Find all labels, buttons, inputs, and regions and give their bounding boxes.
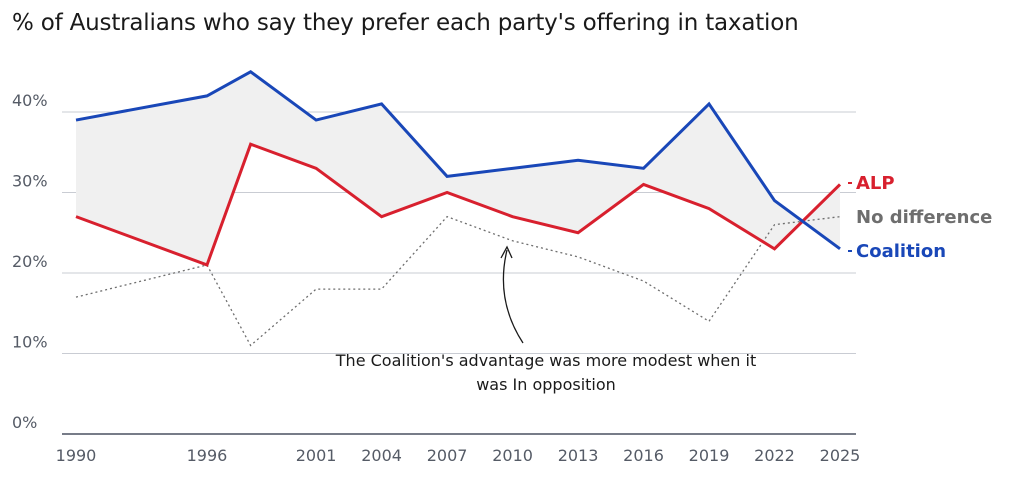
x-tick-label: 2007 bbox=[427, 446, 468, 465]
series-label-no-difference: No difference bbox=[856, 207, 992, 228]
chart-title: % of Australians who say they prefer eac… bbox=[12, 10, 799, 36]
shaded-gap-area bbox=[76, 71, 840, 265]
annotation-line-1: The Coalition's advantage was more modes… bbox=[335, 351, 756, 370]
series-labels: ALP No difference Coalition bbox=[848, 173, 992, 262]
y-tick-label: 0% bbox=[12, 413, 37, 432]
series-line-alp bbox=[75, 142, 842, 267]
x-tick-label: 1990 bbox=[56, 446, 97, 465]
series-lines bbox=[75, 69, 842, 347]
x-tick-label: 2010 bbox=[492, 446, 533, 465]
annotation: The Coalition's advantage was more modes… bbox=[335, 245, 756, 394]
annotation-arrow bbox=[502, 249, 524, 344]
annotation-arrowhead bbox=[500, 245, 513, 259]
annotation-line-2: was In opposition bbox=[476, 375, 616, 394]
y-tick-label: 10% bbox=[12, 333, 48, 352]
x-tick-label: 2022 bbox=[754, 446, 795, 465]
x-tick-label: 2004 bbox=[361, 446, 402, 465]
y-tick-label: 20% bbox=[12, 252, 48, 271]
x-tick-label: 2001 bbox=[296, 446, 337, 465]
gap-shading bbox=[76, 71, 840, 265]
x-tick-label: 1996 bbox=[187, 446, 228, 465]
series-label-coalition: Coalition bbox=[856, 241, 946, 262]
series-label-alp: ALP bbox=[856, 173, 895, 194]
series-line-no-difference bbox=[75, 215, 841, 347]
y-tick-label: 30% bbox=[12, 172, 48, 191]
y-tick-label: 40% bbox=[12, 91, 48, 110]
x-tick-label: 2016 bbox=[623, 446, 664, 465]
x-tick-label: 2013 bbox=[558, 446, 599, 465]
x-tick-label: 2019 bbox=[689, 446, 730, 465]
axes: 0% 10% 20% 30% 40% 1990 1996 2001 2004 2007 2010 20… bbox=[12, 91, 860, 465]
series-line-coalition bbox=[75, 69, 841, 251]
x-tick-label: 2025 bbox=[820, 446, 861, 465]
